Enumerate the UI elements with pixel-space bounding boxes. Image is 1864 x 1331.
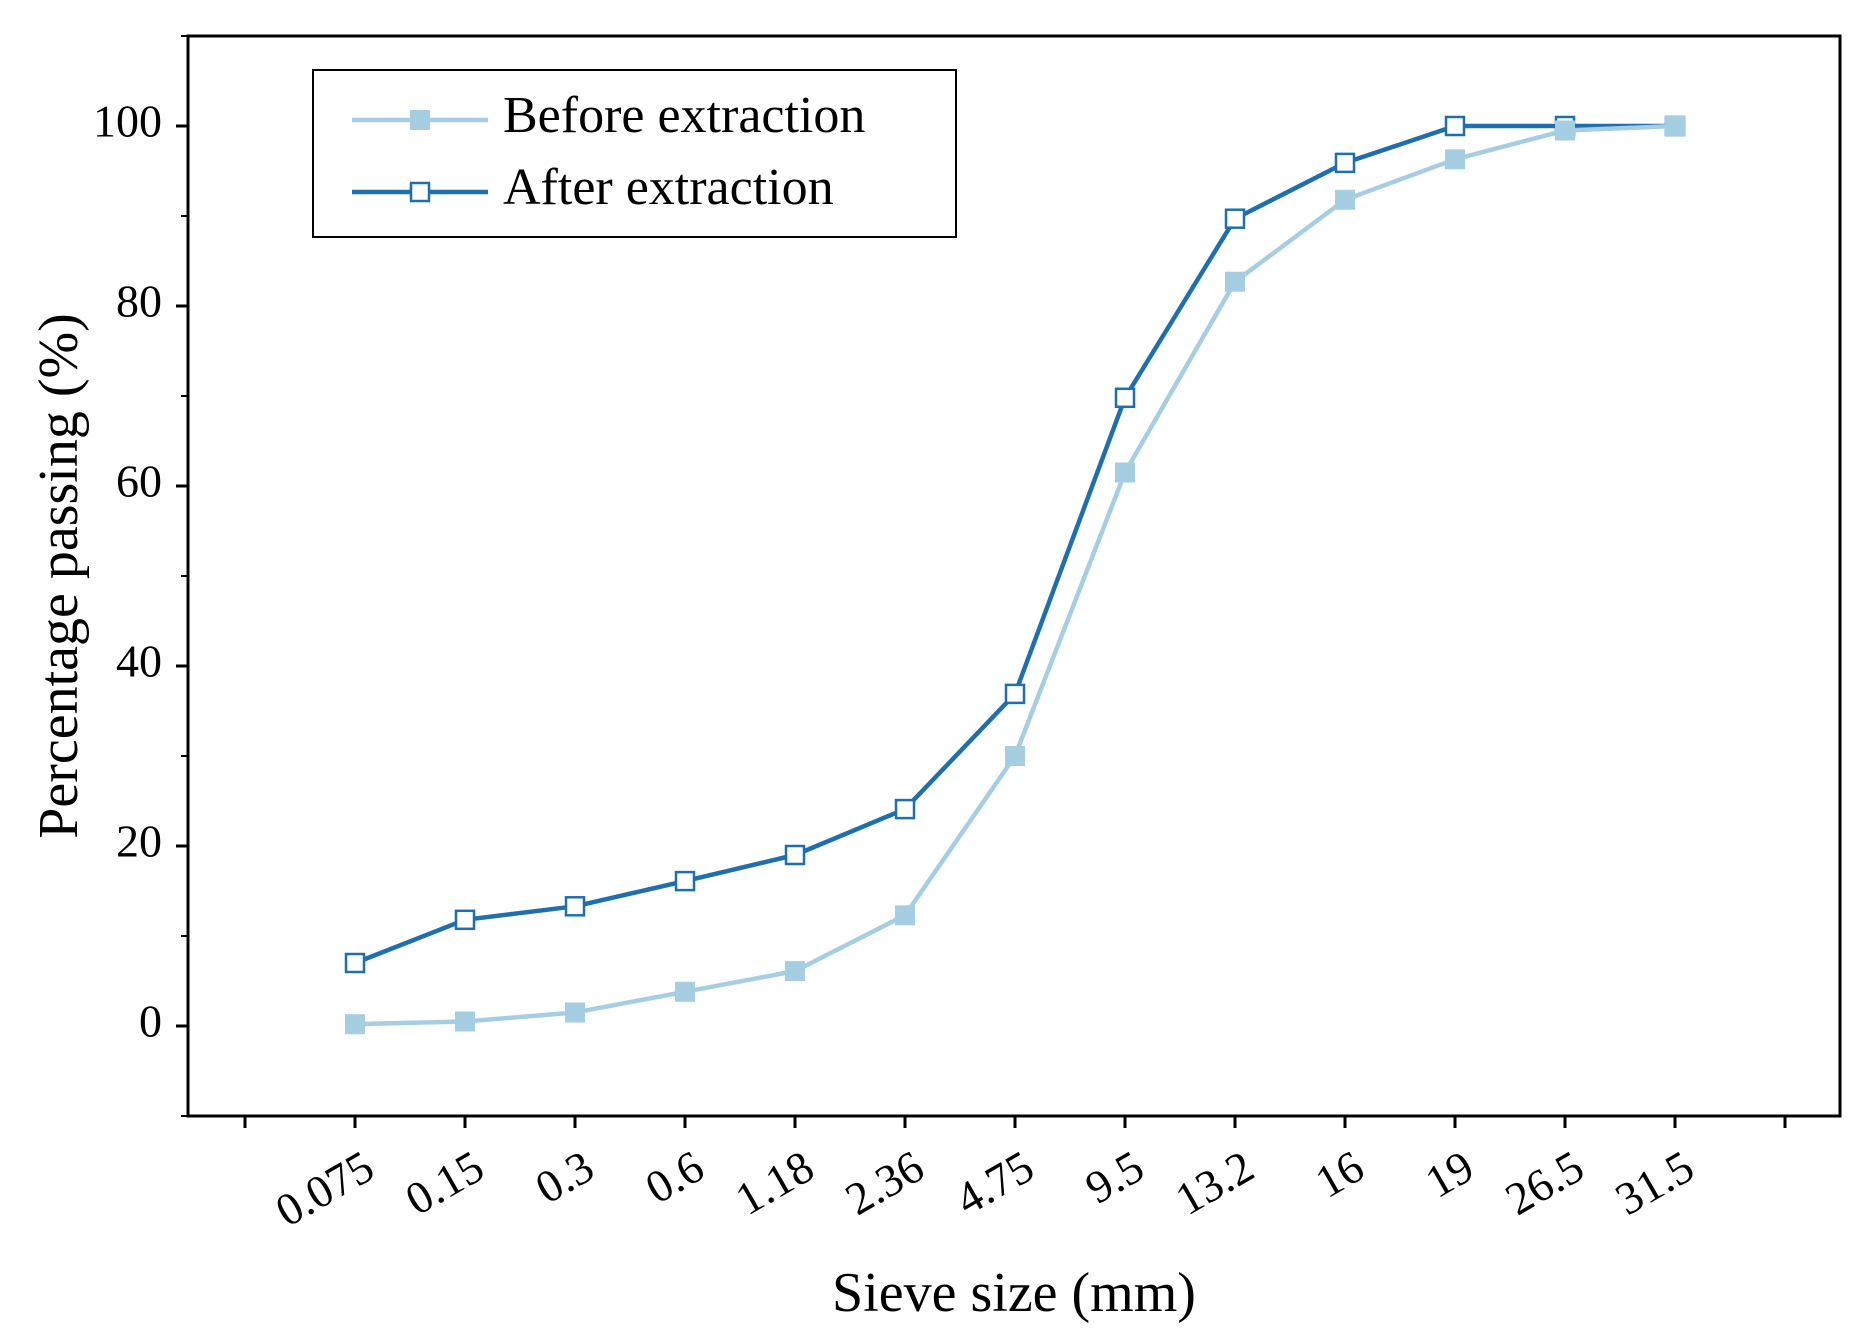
x-tick-label: 13.2 [1167, 1140, 1262, 1224]
y-axis-title: Percentage passing (%) [28, 313, 90, 839]
x-tick-label: 1.18 [727, 1140, 822, 1224]
data-point-after [674, 870, 696, 892]
data-point-before [675, 981, 695, 1002]
data-point-after [1334, 152, 1356, 174]
x-axis-title: Sieve size (mm) [832, 1262, 1196, 1324]
data-point-after [1224, 208, 1246, 229]
data-point-before [455, 1011, 475, 1032]
legend-marker-2 [409, 181, 431, 203]
y-tick-label: 100 [93, 96, 162, 147]
data-point-after [1114, 387, 1136, 409]
data-point-after [454, 909, 476, 931]
data-point-before [1445, 149, 1465, 170]
x-tick-label: 9.5 [1077, 1140, 1152, 1213]
x-tick-label: 0.075 [267, 1140, 382, 1236]
y-tick-label: 40 [116, 636, 162, 687]
legend-label-2: After extraction [503, 159, 834, 216]
data-point-after [784, 844, 806, 866]
series-line-1 [354, 123, 1676, 1027]
data-point-before [1115, 462, 1135, 483]
data-point-after [894, 798, 916, 820]
y-tick-label: 80 [116, 276, 162, 327]
data-point-before [895, 905, 915, 926]
x-tick-label: 0.3 [527, 1140, 602, 1213]
legend-marker-1 [410, 110, 430, 130]
data-point-before [1665, 116, 1685, 136]
legend: Before extraction After extraction [312, 69, 957, 238]
data-point-after [564, 896, 586, 917]
legend-box [312, 69, 957, 238]
x-tick-label: 19 [1417, 1140, 1482, 1207]
x-tick-label: 16 [1307, 1140, 1372, 1207]
data-point-before [785, 961, 805, 982]
series-layer [344, 115, 1686, 1035]
data-point-after [1444, 115, 1466, 137]
data-point-after [344, 952, 366, 974]
y-tick-label: 20 [116, 816, 162, 867]
data-point-before [1335, 189, 1355, 210]
x-tick-label: 0.15 [397, 1140, 492, 1224]
x-tick-label: 2.36 [837, 1140, 932, 1224]
x-tick-label: 4.75 [947, 1140, 1042, 1224]
data-point-before [1225, 271, 1245, 292]
data-point-before [565, 1002, 585, 1023]
x-tick-label: 31.5 [1607, 1140, 1702, 1224]
x-tick-label: 26.5 [1497, 1140, 1592, 1224]
data-point-before [1555, 120, 1575, 141]
data-point-before [1005, 746, 1025, 766]
legend-label-1: Before extraction [503, 87, 865, 144]
y-tick-label: 0 [139, 996, 162, 1047]
y-tick-label: 60 [116, 456, 162, 507]
x-tick-label: 0.6 [637, 1140, 712, 1213]
data-point-after [1004, 683, 1026, 705]
data-point-before [345, 1014, 365, 1035]
series-line-2 [354, 123, 1675, 966]
